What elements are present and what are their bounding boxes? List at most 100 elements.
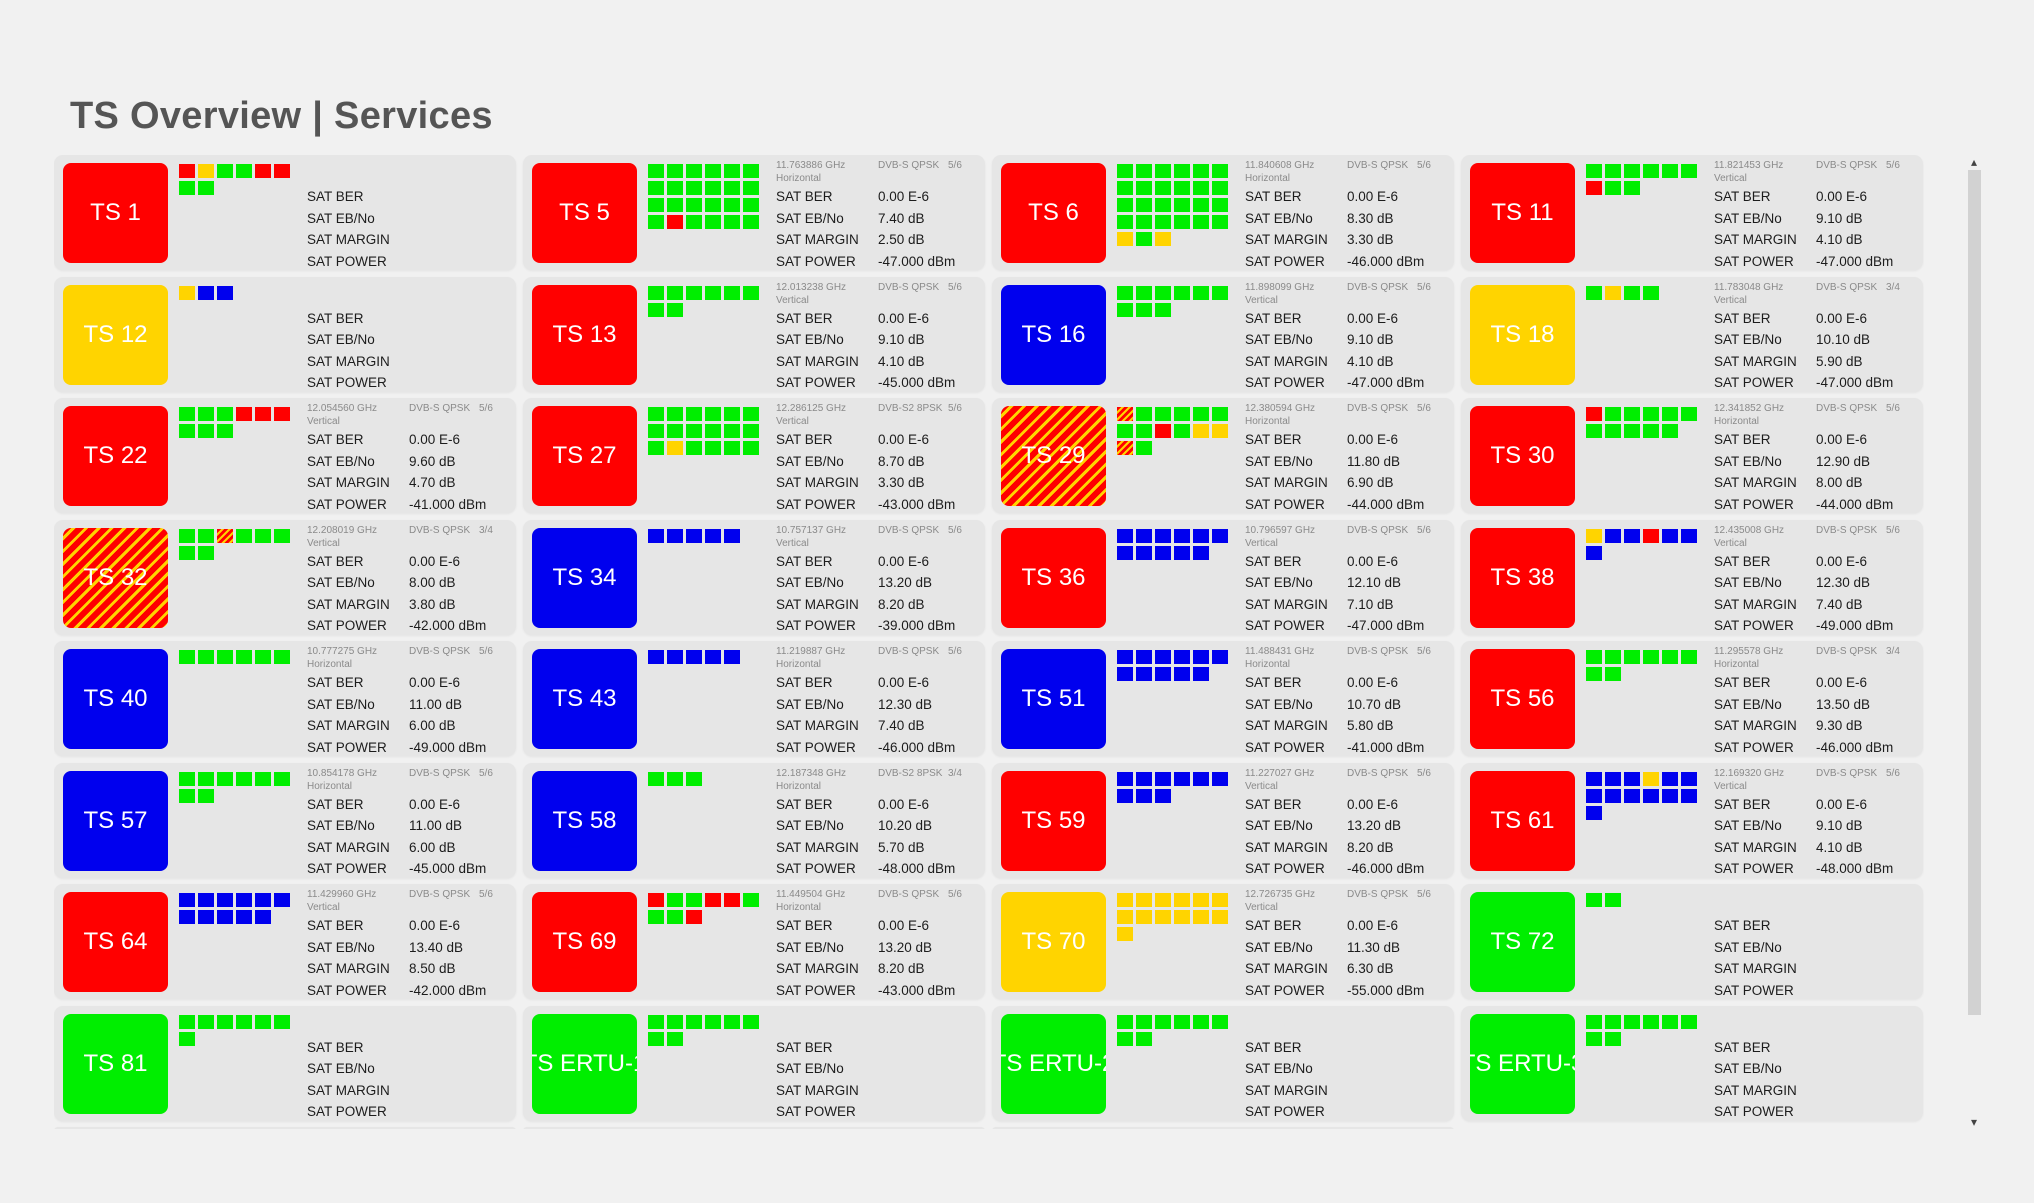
service-status-indicator[interactable] <box>1117 788 1133 803</box>
service-status-indicator[interactable] <box>1136 164 1152 178</box>
service-status-indicator[interactable] <box>1174 771 1190 786</box>
service-status-indicator[interactable] <box>1136 788 1152 803</box>
service-status-indicator[interactable] <box>1624 285 1640 300</box>
service-status-indicator[interactable] <box>1681 788 1697 803</box>
service-status-indicator[interactable] <box>1136 893 1152 907</box>
service-status-indicator[interactable] <box>648 164 664 178</box>
service-status-indicator[interactable] <box>1193 424 1209 438</box>
ts-card[interactable]: TS 5 11.763886 GHz Horizontal DVB-S QPSK 5/6… <box>523 155 985 270</box>
service-status-indicator[interactable] <box>1212 910 1228 924</box>
ts-status-tile[interactable]: TS 1 <box>63 163 168 263</box>
service-status-indicator[interactable] <box>1643 1014 1659 1029</box>
service-status-indicator[interactable] <box>236 771 252 786</box>
service-status-indicator[interactable] <box>198 285 214 300</box>
service-status-indicator[interactable] <box>198 893 214 907</box>
service-status-indicator[interactable] <box>1681 771 1697 786</box>
service-status-indicator[interactable] <box>1136 545 1152 560</box>
service-status-indicator[interactable] <box>179 164 195 178</box>
service-status-indicator[interactable] <box>1117 927 1133 941</box>
service-status-indicator[interactable] <box>255 407 271 421</box>
service-status-indicator[interactable] <box>1136 232 1152 246</box>
service-status-indicator[interactable] <box>198 164 214 178</box>
service-status-indicator[interactable] <box>1605 650 1621 664</box>
service-status-indicator[interactable] <box>1193 667 1209 681</box>
service-status-indicator[interactable] <box>1155 215 1171 229</box>
service-status-indicator[interactable] <box>1155 285 1171 300</box>
service-status-indicator[interactable] <box>1193 1014 1209 1029</box>
service-status-indicator[interactable] <box>705 198 721 212</box>
service-status-indicator[interactable] <box>255 1014 271 1029</box>
ts-card[interactable]: TS 38 12.435008 GHz Vertical DVB-S QPSK 5/6 S… <box>1461 519 1923 635</box>
service-status-indicator[interactable] <box>686 771 702 786</box>
service-status-indicator[interactable] <box>1117 424 1133 438</box>
service-status-indicator[interactable] <box>1155 667 1171 681</box>
service-status-indicator[interactable] <box>686 407 702 421</box>
service-status-indicator[interactable] <box>1155 198 1171 212</box>
service-status-indicator[interactable] <box>1586 805 1602 820</box>
service-status-indicator[interactable] <box>724 424 740 438</box>
ts-status-tile[interactable]: TS 70 <box>1001 892 1106 992</box>
service-status-indicator[interactable] <box>1586 771 1602 786</box>
service-status-indicator[interactable] <box>198 788 214 803</box>
service-status-indicator[interactable] <box>1117 407 1133 421</box>
service-status-indicator[interactable] <box>1136 771 1152 786</box>
service-status-indicator[interactable] <box>1117 528 1133 543</box>
service-status-indicator[interactable] <box>743 893 759 907</box>
ts-status-tile[interactable]: TS 34 <box>532 527 637 628</box>
service-status-indicator[interactable] <box>1662 771 1678 786</box>
service-status-indicator[interactable] <box>1117 441 1133 455</box>
service-status-indicator[interactable] <box>667 893 683 907</box>
service-status-indicator[interactable] <box>179 424 195 438</box>
service-status-indicator[interactable] <box>217 164 233 178</box>
ts-card[interactable]: TS 58 12.187348 GHz Horizontal DVB-S2 8PSK 3… <box>523 762 985 878</box>
service-status-indicator[interactable] <box>217 424 233 438</box>
service-status-indicator[interactable] <box>1212 198 1228 212</box>
service-status-indicator[interactable] <box>1136 302 1152 317</box>
service-status-indicator[interactable] <box>1605 893 1621 907</box>
service-status-indicator[interactable] <box>743 407 759 421</box>
ts-card[interactable]: TS 69 11.449504 GHz Horizontal DVB-S QPSK 5/… <box>523 884 985 999</box>
service-status-indicator[interactable] <box>1155 545 1171 560</box>
ts-card[interactable]: TS 6 11.840608 GHz Horizontal DVB-S QPSK 5/6… <box>992 155 1454 270</box>
service-status-indicator[interactable] <box>1136 910 1152 924</box>
ts-status-tile[interactable]: TS 29 <box>1001 406 1106 506</box>
service-status-indicator[interactable] <box>1605 1031 1621 1046</box>
service-status-indicator[interactable] <box>1643 528 1659 543</box>
ts-status-tile[interactable]: TS 58 <box>532 770 637 871</box>
service-status-indicator[interactable] <box>1212 285 1228 300</box>
service-status-indicator[interactable] <box>255 910 271 924</box>
service-status-indicator[interactable] <box>667 1031 683 1046</box>
service-status-indicator[interactable] <box>1681 650 1697 664</box>
service-status-indicator[interactable] <box>1586 424 1602 438</box>
service-status-indicator[interactable] <box>743 285 759 300</box>
service-status-indicator[interactable] <box>1624 164 1640 178</box>
service-status-indicator[interactable] <box>198 528 214 543</box>
ts-status-tile[interactable]: TS 13 <box>532 284 637 385</box>
service-status-indicator[interactable] <box>179 893 195 907</box>
service-status-indicator[interactable] <box>686 424 702 438</box>
service-status-indicator[interactable] <box>743 164 759 178</box>
service-status-indicator[interactable] <box>1212 893 1228 907</box>
service-status-indicator[interactable] <box>1174 285 1190 300</box>
service-status-indicator[interactable] <box>705 407 721 421</box>
service-status-indicator[interactable] <box>648 441 664 455</box>
service-status-indicator[interactable] <box>179 650 195 664</box>
service-status-indicator[interactable] <box>1193 545 1209 560</box>
service-status-indicator[interactable] <box>1586 164 1602 178</box>
service-status-indicator[interactable] <box>705 164 721 178</box>
service-status-indicator[interactable] <box>1624 788 1640 803</box>
service-status-indicator[interactable] <box>1193 285 1209 300</box>
service-status-indicator[interactable] <box>1174 198 1190 212</box>
ts-card[interactable]: TS 64 11.429960 GHz Vertical DVB-S QPSK 5/6 S… <box>54 884 516 999</box>
ts-card[interactable]: TS 32 12.208019 GHz Vertical DVB-S QPSK 3/4 S… <box>54 519 516 635</box>
service-status-indicator[interactable] <box>1155 407 1171 421</box>
service-status-indicator[interactable] <box>1643 407 1659 421</box>
service-status-indicator[interactable] <box>1212 215 1228 229</box>
service-status-indicator[interactable] <box>667 1014 683 1029</box>
service-status-indicator[interactable] <box>1681 164 1697 178</box>
service-status-indicator[interactable] <box>686 164 702 178</box>
service-status-indicator[interactable] <box>1624 181 1640 195</box>
service-status-indicator[interactable] <box>179 407 195 421</box>
service-status-indicator[interactable] <box>1174 667 1190 681</box>
ts-card[interactable]: TS 36 10.796597 GHz Vertical DVB-S QPSK 5/6 S… <box>992 519 1454 635</box>
